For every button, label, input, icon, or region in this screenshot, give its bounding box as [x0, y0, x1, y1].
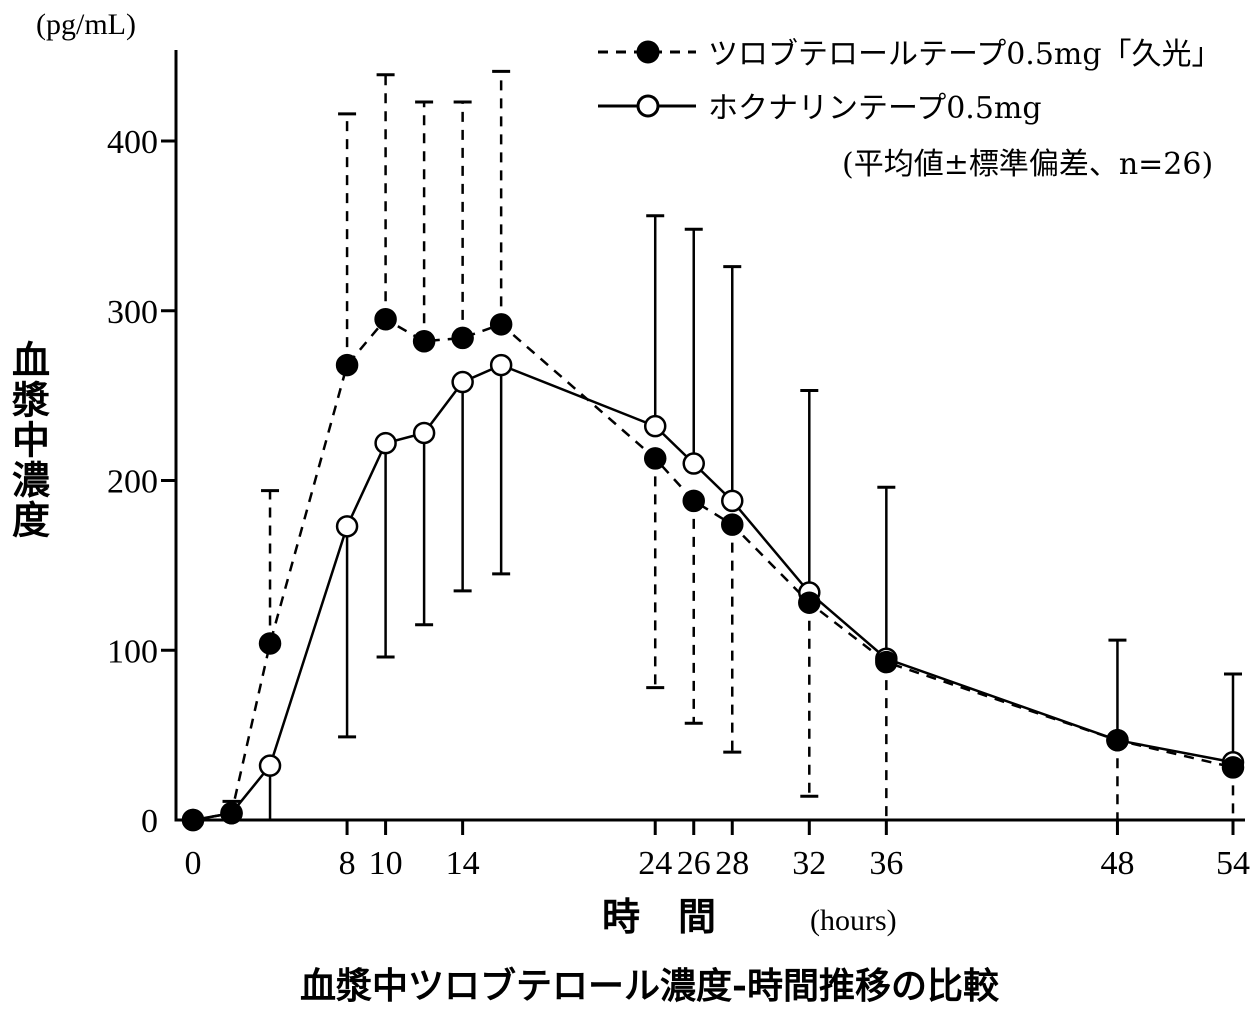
- open-marker-10h: [374, 431, 397, 455]
- legend-item-generic: ツロブテロールテープ0.5mg「久光」: [598, 37, 1222, 72]
- legend-note: (平均値±標準偏差、n=26): [842, 147, 1213, 182]
- tick-labels: 0 100 200 300 400 0 8 10 14 24 26 28 32 36 48 54: [107, 124, 1250, 882]
- filled-marker-28h: [721, 513, 744, 536]
- y-axis-label: 血漿中濃度: [6, 340, 51, 540]
- filled-marker-0h: [181, 808, 205, 832]
- open-marker-16h: [489, 353, 513, 377]
- y-tick-label-100: 100: [107, 633, 158, 670]
- series-markers: [181, 307, 1245, 832]
- filled-marker-12h: [412, 330, 436, 353]
- filled-marker-36h: [875, 650, 898, 674]
- legend-label-brand: ホクナリンテープ0.5mg: [708, 91, 1042, 126]
- series-lines: [192, 317, 1234, 822]
- chart-title: 血漿中ツロブテロール濃度-時間推移の比較: [300, 965, 1000, 1007]
- x-tick-label-48: 48: [1100, 845, 1134, 882]
- x-tick-label-32: 32: [792, 845, 826, 882]
- x-tick-label-10: 10: [369, 845, 403, 882]
- y-tick-label-300: 300: [107, 294, 158, 331]
- filled-marker-10h: [374, 307, 397, 331]
- x-tick-label-54: 54: [1216, 845, 1250, 882]
- filled-marker-14h: [451, 326, 474, 350]
- y-tick-label-400: 400: [107, 124, 158, 161]
- y-tick-label-0: 0: [141, 803, 158, 840]
- y-tick-label-200: 200: [107, 464, 158, 501]
- y-axis-unit: (pg/mL): [36, 8, 136, 41]
- open-marker-28h: [721, 489, 744, 513]
- x-tick-label-28: 28: [715, 845, 749, 882]
- axes: [161, 50, 1245, 835]
- open-marker-12h: [412, 421, 436, 445]
- error-bars: [222, 69, 1242, 820]
- filled-marker-16h: [489, 313, 513, 336]
- series-line-1: [192, 363, 1234, 822]
- x-axis-unit: (hours): [810, 904, 897, 937]
- legend-filled-circle-marker: [636, 40, 660, 64]
- open-marker-24h: [643, 414, 667, 438]
- filled-marker-26h: [682, 489, 705, 513]
- filled-marker-54h: [1221, 756, 1245, 779]
- x-tick-label-36: 36: [869, 845, 903, 882]
- series-line-0: [192, 317, 1234, 822]
- filled-marker-2h: [220, 801, 243, 825]
- x-tick-label-14: 14: [446, 845, 480, 882]
- legend-item-brand: ホクナリンテープ0.5mg: [598, 91, 1042, 126]
- legend-open-circle-marker: [636, 94, 660, 118]
- open-marker-4h: [258, 754, 282, 777]
- filled-marker-8h: [335, 353, 359, 377]
- open-marker-14h: [451, 370, 474, 394]
- open-marker-26h: [682, 452, 705, 475]
- filled-marker-32h: [798, 591, 821, 614]
- x-axis-label: 時 間: [602, 894, 716, 939]
- x-tick-label-24: 24: [638, 845, 672, 882]
- open-marker-8h: [335, 515, 359, 538]
- x-tick-label-0: 0: [185, 845, 202, 882]
- filled-marker-4h: [258, 632, 282, 655]
- legend: ツロブテロールテープ0.5mg「久光」 ホクナリンテープ0.5mg (平均値±標…: [598, 37, 1222, 182]
- x-tick-label-8: 8: [339, 845, 356, 882]
- filled-marker-24h: [643, 447, 667, 470]
- legend-label-generic: ツロブテロールテープ0.5mg「久光」: [708, 37, 1222, 72]
- filled-marker-48h: [1106, 728, 1129, 752]
- x-tick-label-26: 26: [677, 845, 711, 882]
